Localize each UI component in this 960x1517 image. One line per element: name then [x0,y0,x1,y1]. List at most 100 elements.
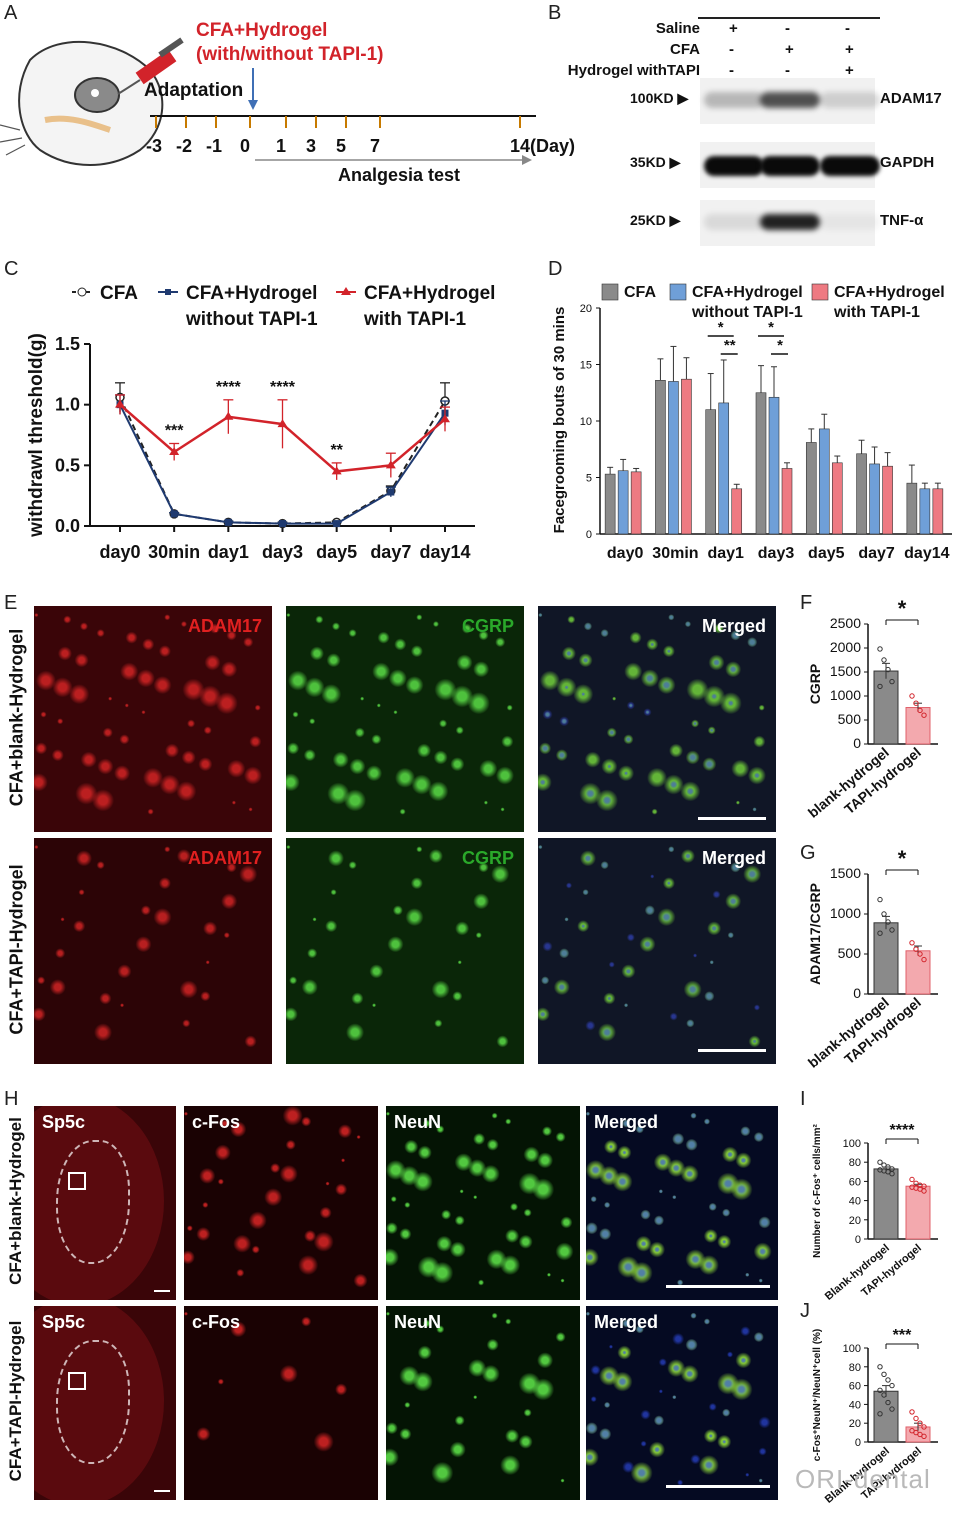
chart-g: 050010001500ADAM17/CGRPblank-hydrogelTAP… [805,850,938,1071]
blot-size-label: 100KD ▶ [630,90,689,106]
data-point [440,414,450,423]
y-tick-label: 0.5 [55,455,80,475]
legend-marker [77,287,87,297]
nuclei-overlay [538,838,776,1064]
legend-label: with TAPI-1 [363,309,466,330]
data-point [877,646,883,652]
significance-stars: **** [216,379,242,396]
y-tick-label: 0 [853,735,861,751]
significance-stars: * [768,319,774,336]
blot-condition-label: Saline [655,20,700,37]
panel-j-label: J [800,1300,810,1322]
data-point [921,1424,927,1430]
y-tick-label: 0 [855,1234,861,1246]
y-tick-label: 500 [838,711,862,727]
bar [873,1168,899,1240]
injection-label-1: CFA+Hydrogel [196,20,328,41]
legend-label: CFA+Hydrogel [186,283,317,304]
micrograph-cgrp: CGRP [286,606,524,832]
y-axis-label: Facegrooming bouts of 30 mins [551,307,568,534]
y-tick-label: 20 [849,1418,861,1430]
bar [768,396,780,535]
data-point [877,930,883,936]
analgesia-label: Analgesia test [338,165,461,185]
legend-label: CFA [100,283,138,304]
data-point [331,466,342,475]
blot-condition-mark: - [729,62,734,79]
significance-stars: * [777,337,783,354]
blot-size-label: 35KD ▶ [630,154,681,170]
watermark: ORI-dental [795,1464,931,1494]
legend-label: with TAPI-1 [833,304,920,321]
micrograph-merged: Merged [586,1106,778,1300]
bar [905,950,931,995]
panel-i-label: I [800,1088,806,1110]
legend-marker [341,287,351,295]
chart-c: 0.0 0.5 1.0 1.5 day0 30min day1 day3 day5 day7 day… [26,283,495,562]
y-tick-label: 0 [853,985,861,1001]
blot-condition-mark: - [785,62,790,79]
blot-header-line [698,17,880,19]
sp5c-outline [56,1340,130,1464]
data-point [885,666,891,673]
data-point [917,1420,923,1426]
data-point [279,520,286,528]
y-axis-label: ADAM17/CGRP [807,883,823,985]
chart-d: 0 5 10 15 20 Facegrooming bouts of 30 mins day… [551,283,952,562]
x-tick-label: day7 [858,545,895,562]
legend-label: without TAPI-1 [691,304,803,321]
panel-b-label: B [548,2,562,24]
bar [705,409,717,535]
bar [781,468,793,535]
chart-f: 05001000150020002500CGRPblank-hydrogelTA… [805,600,938,821]
x-tick-label: TAPI-hydrogel [859,1242,924,1299]
data-point [889,1406,895,1412]
data-point [921,712,927,718]
syringe-icon [117,37,184,95]
data-point [277,419,288,428]
blot-band [760,156,820,176]
timeline-tick-label: -3 [146,136,163,156]
y-tick-label: 0.0 [55,516,80,536]
sp5c-outline [56,1140,130,1264]
bar [856,453,867,535]
data-point [885,1399,891,1406]
data-point [881,1371,887,1378]
data-point [921,1433,927,1440]
significance-stars: ** [724,337,736,354]
data-point [913,700,919,706]
y-tick-label: 1.0 [55,395,80,415]
bar [655,380,666,535]
blot-size-label: 25KD ▶ [630,212,681,228]
blot-band [760,214,820,230]
bar [906,482,918,535]
micrograph-label: CGRP [461,616,514,636]
y-tick-label: 0 [586,529,592,541]
data-point [877,1159,883,1165]
x-tick-label: day1 [707,545,744,562]
blot-band [820,92,880,108]
row-label: CFA+TAPI-Hydrogel [6,1320,25,1482]
blot-condition-mark: + [845,41,854,58]
significance-stars: **** [270,379,296,396]
legend-swatch [811,283,829,301]
blot-condition-mark: + [785,41,794,58]
x-tick-label: day3 [262,542,303,562]
bar [905,1185,931,1240]
data-point [881,911,887,917]
data-point [885,919,891,925]
blot-band [704,156,764,176]
roi-box [68,1372,86,1390]
data-point [881,1392,887,1398]
micrograph-sp5c: Sp5c [34,1106,176,1300]
y-tick-label: 80 [849,1157,861,1169]
data-point [921,956,927,963]
data-point [223,411,234,420]
data-point [889,1171,895,1177]
panel-a-timeline [0,37,536,166]
micrograph-neun: NeuN [386,1106,580,1300]
y-tick-label: 15 [580,360,592,372]
legend-swatch [669,283,687,301]
